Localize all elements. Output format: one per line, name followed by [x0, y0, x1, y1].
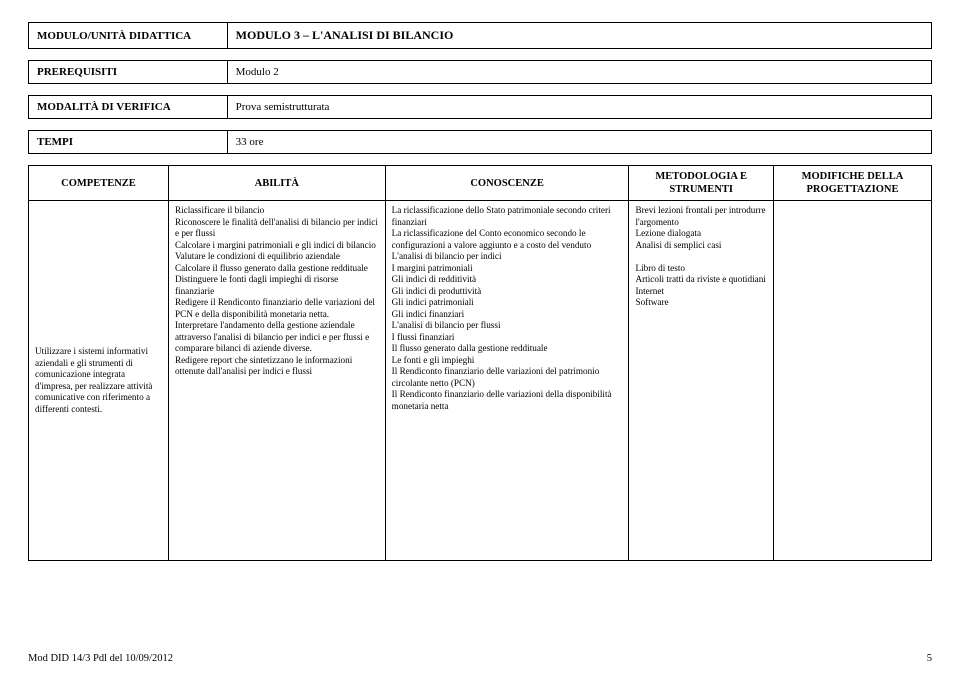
info-table-prerequisiti: PREREQUISITI Modulo 2 [28, 60, 932, 84]
col-header-modifiche: MODIFICHE DELLA PROGETTAZIONE [773, 166, 931, 201]
cell-abilita: Riclassificare il bilancioRiconoscere le… [168, 201, 385, 561]
footer-left: Mod DID 14/3 Pdl del 10/09/2012 [28, 653, 173, 664]
info-label-modalita: MODALITÀ DI VERIFICA [29, 96, 228, 119]
info-table-tempi: TEMPI 33 ore [28, 130, 932, 154]
info-label-prerequisiti: PREREQUISITI [29, 61, 228, 84]
curriculum-header-row: COMPETENZE ABILITÀ CONOSCENZE METODOLOGI… [29, 166, 932, 201]
text-abilita: Riclassificare il bilancioRiconoscere le… [175, 205, 378, 376]
cell-metodologia: Brevi lezioni frontali per introdurre l'… [629, 201, 773, 561]
cell-modifiche [773, 201, 931, 561]
curriculum-table: COMPETENZE ABILITÀ CONOSCENZE METODOLOGI… [28, 165, 932, 561]
cell-conoscenze: La riclassificazione dello Stato patrimo… [385, 201, 629, 561]
footer-right: 5 [927, 653, 932, 664]
info-value-prerequisiti: Modulo 2 [227, 61, 931, 84]
info-table-modalita: MODALITÀ DI VERIFICA Prova semistruttura… [28, 95, 932, 119]
curriculum-body-row: Utilizzare i sistemi informativi azienda… [29, 201, 932, 561]
info-value-modalita: Prova semistrutturata [227, 96, 931, 119]
col-header-competenze: COMPETENZE [29, 166, 169, 201]
info-value-tempi: 33 ore [227, 131, 931, 154]
cell-competenze: Utilizzare i sistemi informativi azienda… [29, 201, 169, 561]
page-footer: Mod DID 14/3 Pdl del 10/09/2012 5 [28, 653, 932, 664]
text-conoscenze: La riclassificazione dello Stato patrimo… [392, 205, 612, 411]
col-header-abilita: ABILITÀ [168, 166, 385, 201]
info-value-modulo: MODULO 3 – L'ANALISI DI BILANCIO [227, 23, 931, 49]
text-metodologia: Brevi lezioni frontali per introdurre l'… [635, 205, 765, 307]
col-header-conoscenze: CONOSCENZE [385, 166, 629, 201]
col-header-metodologia: METODOLOGIA E STRUMENTI [629, 166, 773, 201]
text-competenze: Utilizzare i sistemi informativi azienda… [35, 346, 152, 414]
info-table-modulo: MODULO/UNITÀ DIDATTICA MODULO 3 – L'ANAL… [28, 22, 932, 49]
info-label-tempi: TEMPI [29, 131, 228, 154]
info-label-modulo: MODULO/UNITÀ DIDATTICA [29, 23, 228, 49]
